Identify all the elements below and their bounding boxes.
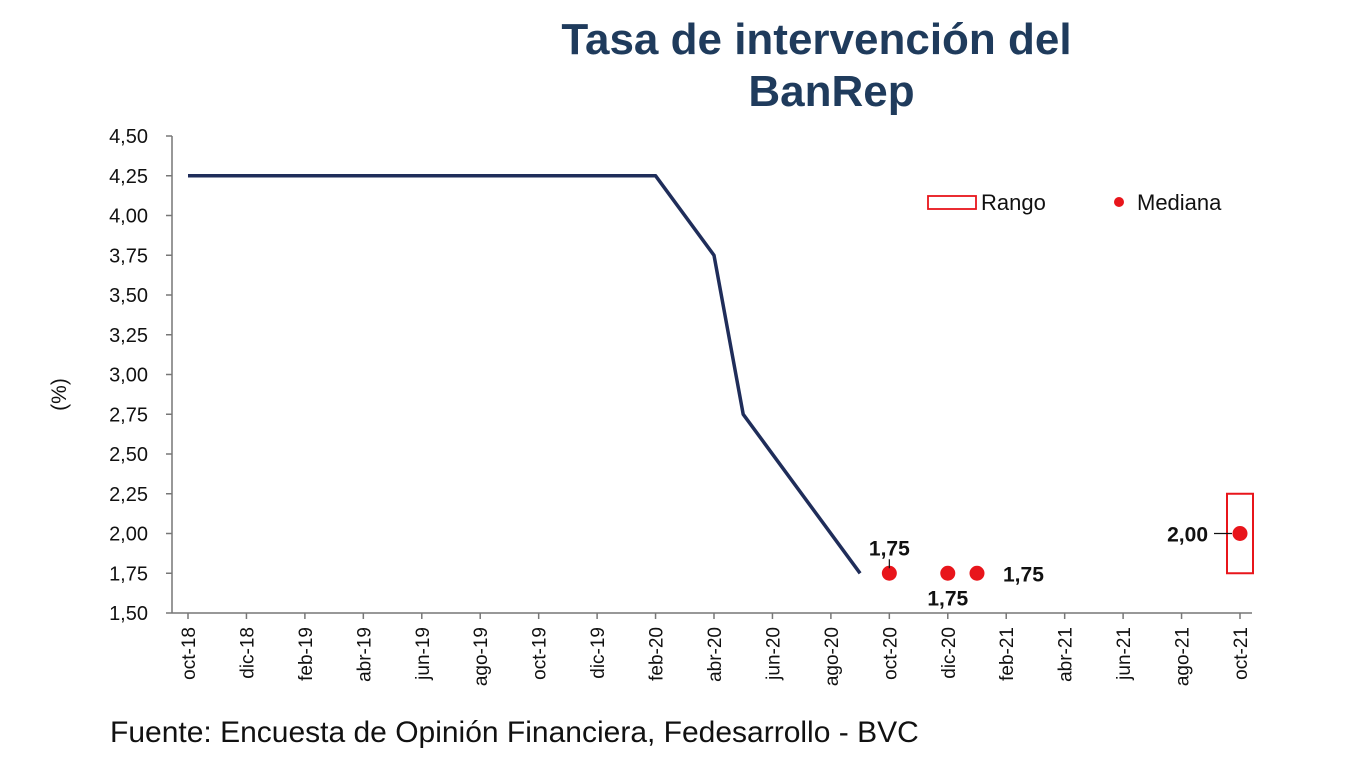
- y-tick-label: 3,25: [109, 325, 148, 347]
- legend-median-swatch: [1114, 197, 1124, 207]
- x-tick-label: ago-20: [822, 627, 843, 686]
- x-tick-label: feb-20: [647, 627, 668, 681]
- x-tick-label: ago-19: [471, 627, 492, 686]
- x-tick-label: oct-20: [880, 627, 901, 680]
- x-tick-label: jun-21: [1114, 627, 1135, 681]
- y-tick-label: 3,75: [109, 245, 148, 267]
- y-tick-label: 4,50: [109, 126, 148, 148]
- x-tick-label: dic-19: [588, 627, 609, 679]
- chart-title-line2: BanRep: [748, 67, 915, 116]
- legend-range-swatch: [927, 195, 977, 210]
- x-tick-label: jun-20: [763, 627, 784, 681]
- x-tick-label: jun-19: [413, 627, 434, 681]
- data-label: 1,75: [1003, 563, 1044, 586]
- y-tick-label: 4,25: [109, 166, 148, 188]
- x-tick-label: feb-21: [997, 627, 1018, 681]
- chart-title-line1: Tasa de intervención del: [561, 15, 1072, 64]
- x-tick-label: oct-18: [179, 627, 200, 680]
- x-tick-label: dic-20: [939, 627, 960, 679]
- legend-label-mediana: Mediana: [1137, 190, 1222, 215]
- y-tick-label: 2,75: [109, 404, 148, 426]
- y-tick-label: 3,50: [109, 285, 148, 307]
- x-tick-label: abr-21: [1056, 627, 1077, 682]
- chart-title: Tasa de intervención del BanRep: [0, 14, 1363, 118]
- data-label: 1,75: [869, 537, 910, 560]
- y-tick-label: 2,25: [109, 484, 148, 506]
- y-tick-label: 1,50: [109, 603, 148, 625]
- x-tick-label: abr-20: [705, 627, 726, 682]
- y-tick-label: 1,75: [109, 563, 148, 585]
- x-tick-label: dic-18: [237, 627, 258, 679]
- data-label: 1,75: [927, 587, 968, 610]
- y-tick-label: 2,00: [109, 524, 148, 546]
- y-tick-label: 2,50: [109, 444, 148, 466]
- median-point: [969, 565, 985, 581]
- data-label: 2,00: [1167, 524, 1208, 547]
- x-tick-label: abr-19: [354, 627, 375, 682]
- median-point: [940, 565, 956, 581]
- x-tick-label: oct-21: [1231, 627, 1252, 680]
- y-tick-label: 3,00: [109, 365, 148, 387]
- legend-label-rango: Rango: [981, 190, 1046, 215]
- x-tick-label: ago-21: [1173, 627, 1194, 686]
- policy-rate-line: [188, 174, 862, 575]
- source-note: Fuente: Encuesta de Opinión Financiera, …: [110, 716, 919, 749]
- x-tick-label: oct-19: [530, 627, 551, 680]
- median-point: [1232, 526, 1248, 541]
- median-point: [881, 565, 897, 581]
- x-tick-label: feb-19: [296, 627, 317, 681]
- y-axis-label: (%): [48, 378, 71, 411]
- y-tick-label: 4,00: [109, 206, 148, 228]
